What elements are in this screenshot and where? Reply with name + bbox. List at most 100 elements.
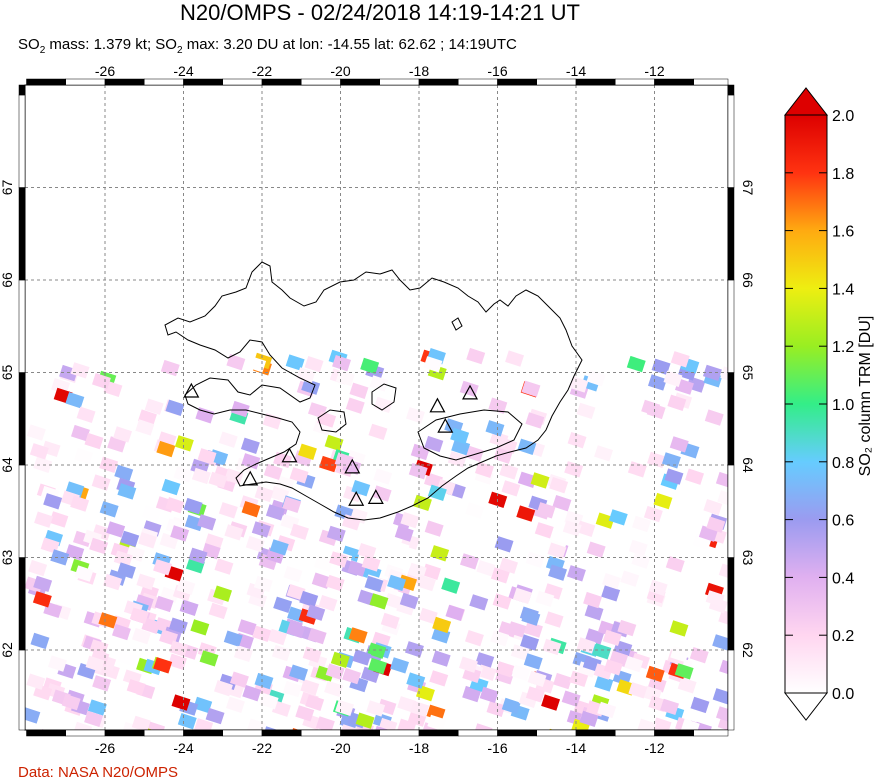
so2-pixel xyxy=(706,516,726,533)
lat-label-left: 66 xyxy=(0,272,15,288)
so2-pixel xyxy=(355,712,375,729)
so2-pixel xyxy=(92,675,112,692)
so2-pixel xyxy=(153,657,173,674)
axis-checker-bars xyxy=(18,78,735,737)
so2-pixel xyxy=(597,701,617,719)
colorbar-tick-label: 0.8 xyxy=(832,455,854,472)
so2-pixel xyxy=(70,495,90,512)
subtitle-part3: max: 3.20 DU at lon: -14.55 lat: 62.62 ;… xyxy=(182,36,517,53)
colorbar-tick-label: 0.0 xyxy=(832,686,854,703)
so2-pixel xyxy=(229,671,249,688)
so2-pixel xyxy=(689,647,709,664)
lon-bar-bottom xyxy=(261,729,302,737)
so2-pixel xyxy=(361,555,381,572)
so2-pixel xyxy=(179,599,199,616)
so2-pixel xyxy=(289,523,309,540)
so2-pixel xyxy=(174,435,194,452)
lon-bar-top xyxy=(575,78,616,86)
so2-pixel xyxy=(275,475,295,492)
so2-pixel xyxy=(458,656,478,673)
so2-pixel xyxy=(586,370,606,387)
so2-pixel xyxy=(501,697,521,715)
lat-bar-right xyxy=(727,557,735,651)
lat-bar-right xyxy=(727,464,735,558)
so2-pixel xyxy=(299,590,319,608)
lon-bar-top xyxy=(222,78,263,86)
so2-pixel xyxy=(592,643,612,660)
so2-pixel xyxy=(661,452,681,469)
so2-pixel xyxy=(366,700,386,717)
lon-bar-bottom xyxy=(26,729,66,737)
so2-pixel xyxy=(552,494,572,512)
volcano-marker xyxy=(183,382,200,398)
so2-pixel xyxy=(507,621,527,638)
so2-pixel xyxy=(475,652,495,669)
so2-pixel xyxy=(594,445,614,462)
so2-pixel xyxy=(247,718,267,730)
so2-pixel xyxy=(715,706,728,723)
so2-pixel xyxy=(360,357,380,375)
so2-pixel xyxy=(262,413,282,430)
volcano-marker xyxy=(281,447,298,463)
so2-pixel xyxy=(270,485,290,503)
so2-pixel xyxy=(595,512,615,529)
so2-pixel xyxy=(525,412,545,429)
so2-pixel xyxy=(191,467,211,485)
so2-pixel xyxy=(579,710,599,728)
so2-pixel xyxy=(289,467,309,484)
lon-bar-bottom xyxy=(104,729,145,737)
so2-pixel xyxy=(273,596,293,613)
lon-label-bottom: -12 xyxy=(644,740,664,756)
subtitle-part1: SO xyxy=(18,36,40,53)
lat-bar-left xyxy=(18,372,26,466)
so2-pixel xyxy=(527,670,547,688)
so2-pixel xyxy=(664,468,684,485)
so2-pixel xyxy=(511,664,531,682)
so2-pixel xyxy=(400,511,420,529)
so2-pixel xyxy=(131,715,151,730)
so2-pixel xyxy=(523,621,543,638)
lon-bar-top xyxy=(340,78,380,86)
so2-pixel xyxy=(165,399,185,416)
lat-bar-right xyxy=(727,279,735,373)
so2-pixel xyxy=(669,620,689,637)
so2-pixel xyxy=(271,644,291,662)
so2-pixel xyxy=(282,680,302,698)
so2-pixel xyxy=(495,661,515,678)
so2-pixel xyxy=(325,663,345,680)
so2-pixel xyxy=(669,436,689,453)
so2-pixel xyxy=(628,539,648,557)
so2-pixel xyxy=(490,630,510,647)
so2-pixel xyxy=(237,619,257,636)
so2-pixel xyxy=(114,679,134,696)
so2-pixel xyxy=(126,679,146,696)
lat-label-right: 66 xyxy=(740,272,756,288)
so2-pixel xyxy=(142,505,162,522)
subtitle-sub1: 2 xyxy=(39,45,46,56)
lon-bar-top xyxy=(418,78,459,86)
lat-label-right: 64 xyxy=(740,457,756,473)
so2-pixel xyxy=(165,496,185,514)
so2-pixel xyxy=(441,577,461,594)
lat-bar-left xyxy=(18,94,26,188)
so2-pixel xyxy=(367,642,387,659)
lon-bar-top xyxy=(104,78,145,86)
so2-pixel xyxy=(373,396,393,414)
so2-pixel xyxy=(670,351,690,368)
lon-bar-top xyxy=(379,78,420,86)
so2-pixel xyxy=(368,657,388,675)
volcano-markers xyxy=(183,382,479,506)
so2-pixel xyxy=(394,525,414,542)
so2-pixel xyxy=(427,714,447,730)
axis-tick-labels: -26 -26 -24 -24 -22 -22 -20 -20 -18 -18 -16 -16 -14 -… xyxy=(0,63,756,756)
so2-pixel xyxy=(197,514,217,531)
so2-pixel xyxy=(195,407,215,424)
so2-pixel xyxy=(285,354,305,371)
so2-pixel xyxy=(208,602,228,620)
so2-pixel xyxy=(213,585,233,602)
lon-bar-bottom xyxy=(222,729,263,737)
so2-pixel xyxy=(464,445,484,462)
so2-pixel xyxy=(156,440,176,458)
so2-pixel xyxy=(576,402,596,420)
so2-pixel xyxy=(479,686,499,704)
